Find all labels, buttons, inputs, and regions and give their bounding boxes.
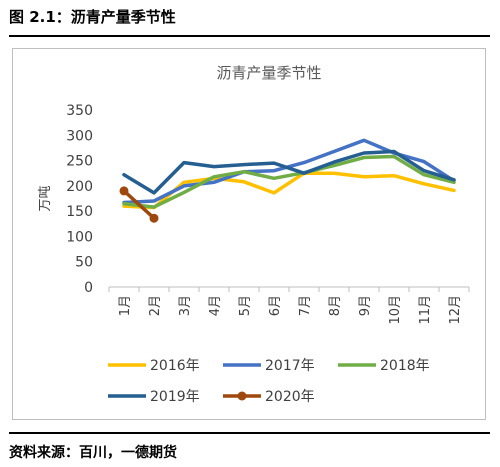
x-tick-label: 12月 bbox=[448, 295, 463, 325]
series-line-2018年 bbox=[122, 154, 456, 209]
y-tick-label: 250 bbox=[66, 154, 93, 170]
series-line-2020年 bbox=[122, 189, 156, 220]
legend-label: 2017年 bbox=[265, 358, 315, 374]
x-tick-label: 6月 bbox=[268, 295, 283, 316]
x-tick-label: 5月 bbox=[238, 295, 253, 316]
x-tick-label: 10月 bbox=[388, 295, 403, 325]
figure-title: 图 2.1：沥青产量季节性 bbox=[9, 8, 176, 26]
legend-label: 2018年 bbox=[380, 358, 430, 374]
x-tick-label: 1月 bbox=[118, 295, 133, 316]
y-tick-label: 100 bbox=[66, 229, 93, 245]
chart-title: 沥青产量季节性 bbox=[216, 64, 321, 82]
x-tick-label: 4月 bbox=[208, 295, 223, 316]
y-tick-label: 150 bbox=[66, 204, 93, 220]
x-tick-label: 3月 bbox=[178, 295, 193, 316]
legend-label: 2020年 bbox=[265, 389, 315, 405]
x-tick-label: 9月 bbox=[358, 295, 373, 316]
y-tick-label: 350 bbox=[66, 103, 93, 119]
x-tick-label: 8月 bbox=[328, 295, 343, 316]
y-tick-label: 0 bbox=[84, 280, 93, 296]
series-point-2020年 bbox=[149, 213, 159, 223]
legend-label: 2016年 bbox=[150, 358, 200, 374]
y-axis-label: 万吨 bbox=[38, 185, 53, 211]
top-divider bbox=[9, 35, 490, 37]
y-tick-label: 200 bbox=[66, 179, 93, 195]
y-tick-label: 300 bbox=[66, 128, 93, 144]
chart-area: 沥青产量季节性万吨 0 50 100 150 200 250 300 350 1月 2月 3月 4月 5月… bbox=[12, 48, 486, 420]
legend-marker bbox=[237, 391, 247, 401]
x-tick-label: 7月 bbox=[298, 295, 313, 316]
x-tick-label: 11月 bbox=[418, 295, 433, 325]
source-note: 资料来源：百川，一德期货 bbox=[9, 445, 177, 461]
y-tick-label: 50 bbox=[75, 255, 93, 271]
series-point-2020年 bbox=[119, 186, 129, 196]
series-line-2019年 bbox=[122, 149, 456, 195]
bottom-divider bbox=[9, 432, 490, 434]
x-tick-label: 2月 bbox=[148, 295, 163, 316]
legend-label: 2019年 bbox=[150, 389, 200, 405]
